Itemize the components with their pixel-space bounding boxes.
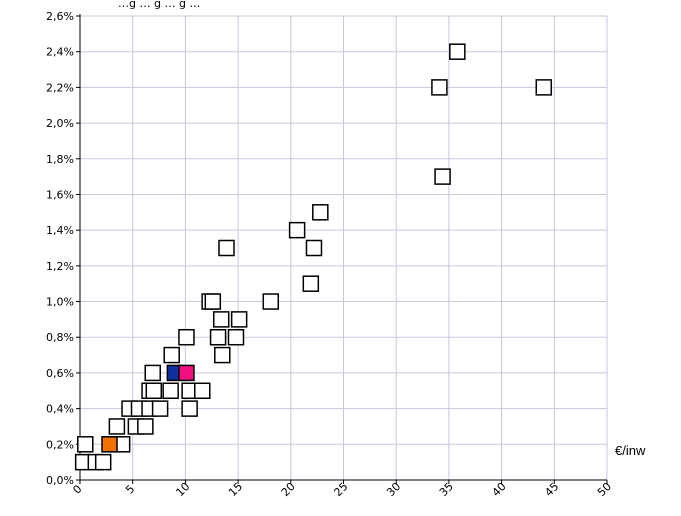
data-point [218,239,235,257]
y-tick-label: 0,6% [46,367,74,380]
data-point [144,364,161,382]
data-point [212,311,230,328]
y-tick-label: 0,2% [46,438,74,451]
data-point [262,293,280,310]
data-point [162,382,179,400]
data-point [288,221,306,239]
x-tick-label: 5 [123,482,137,496]
x-tick-label: 45 [542,480,561,499]
data-point [204,293,222,310]
data-point [431,79,448,96]
x-tick-label: 40 [490,480,509,499]
chart-title: …g … g … g … [118,0,200,10]
y-axis-ticks: 0,0% 0,2% 0,4% 0,6% 0,8% 1,0% 1,2% 1,4% 1,6% 1,8%… [46,10,80,487]
x-tick-label: 30 [384,480,403,499]
x-tick-label: 50 [595,480,614,499]
data-point [214,346,231,364]
data-point [434,168,451,185]
data-point [312,204,329,221]
y-tick-label: 2,2% [46,81,74,94]
y-tick-label: 1,6% [46,188,74,201]
data-point [209,328,227,346]
data-point [163,346,180,364]
data-point [194,382,211,400]
y-tick-label: 1,8% [46,153,74,166]
x-tick-label: 20 [279,480,298,499]
y-tick-label: 2,4% [46,46,74,59]
data-point [151,400,169,417]
y-tick-label: 2,0% [46,117,74,130]
y-tick-label: 1,2% [46,260,74,273]
data-point [449,43,466,60]
x-tick-label: 25 [331,480,350,499]
x-tick-label: 15 [226,480,245,499]
data-point [305,239,323,257]
data-point [302,275,320,292]
data-point [181,400,198,417]
data-point-orange [101,436,118,453]
x-tick-label: 0 [70,482,84,496]
data-point [230,311,248,328]
y-tick-label: 2,6% [46,10,74,23]
y-tick-label: 0,8% [46,331,74,344]
y-tick-label: 0,0% [46,474,74,487]
data-point [137,418,154,435]
data-point [94,453,112,471]
data-point [108,418,126,435]
data-point [178,328,195,346]
y-tick-label: 1,4% [46,224,74,237]
data-point [535,79,553,96]
y-tick-label: 1,0% [46,296,74,309]
x-tick-label: 10 [173,480,192,499]
x-axis-ticks: 0 5 10 15 20 25 30 35 40 45 50 [70,480,614,499]
data-point [227,328,245,346]
x-tick-label: 35 [437,480,456,499]
data-point-magenta [178,364,195,382]
data-point [145,382,163,400]
x-axis-label: €/inw [615,443,646,458]
data-point [77,436,94,453]
y-tick-label: 0,4% [46,403,74,416]
data-points [74,43,553,471]
